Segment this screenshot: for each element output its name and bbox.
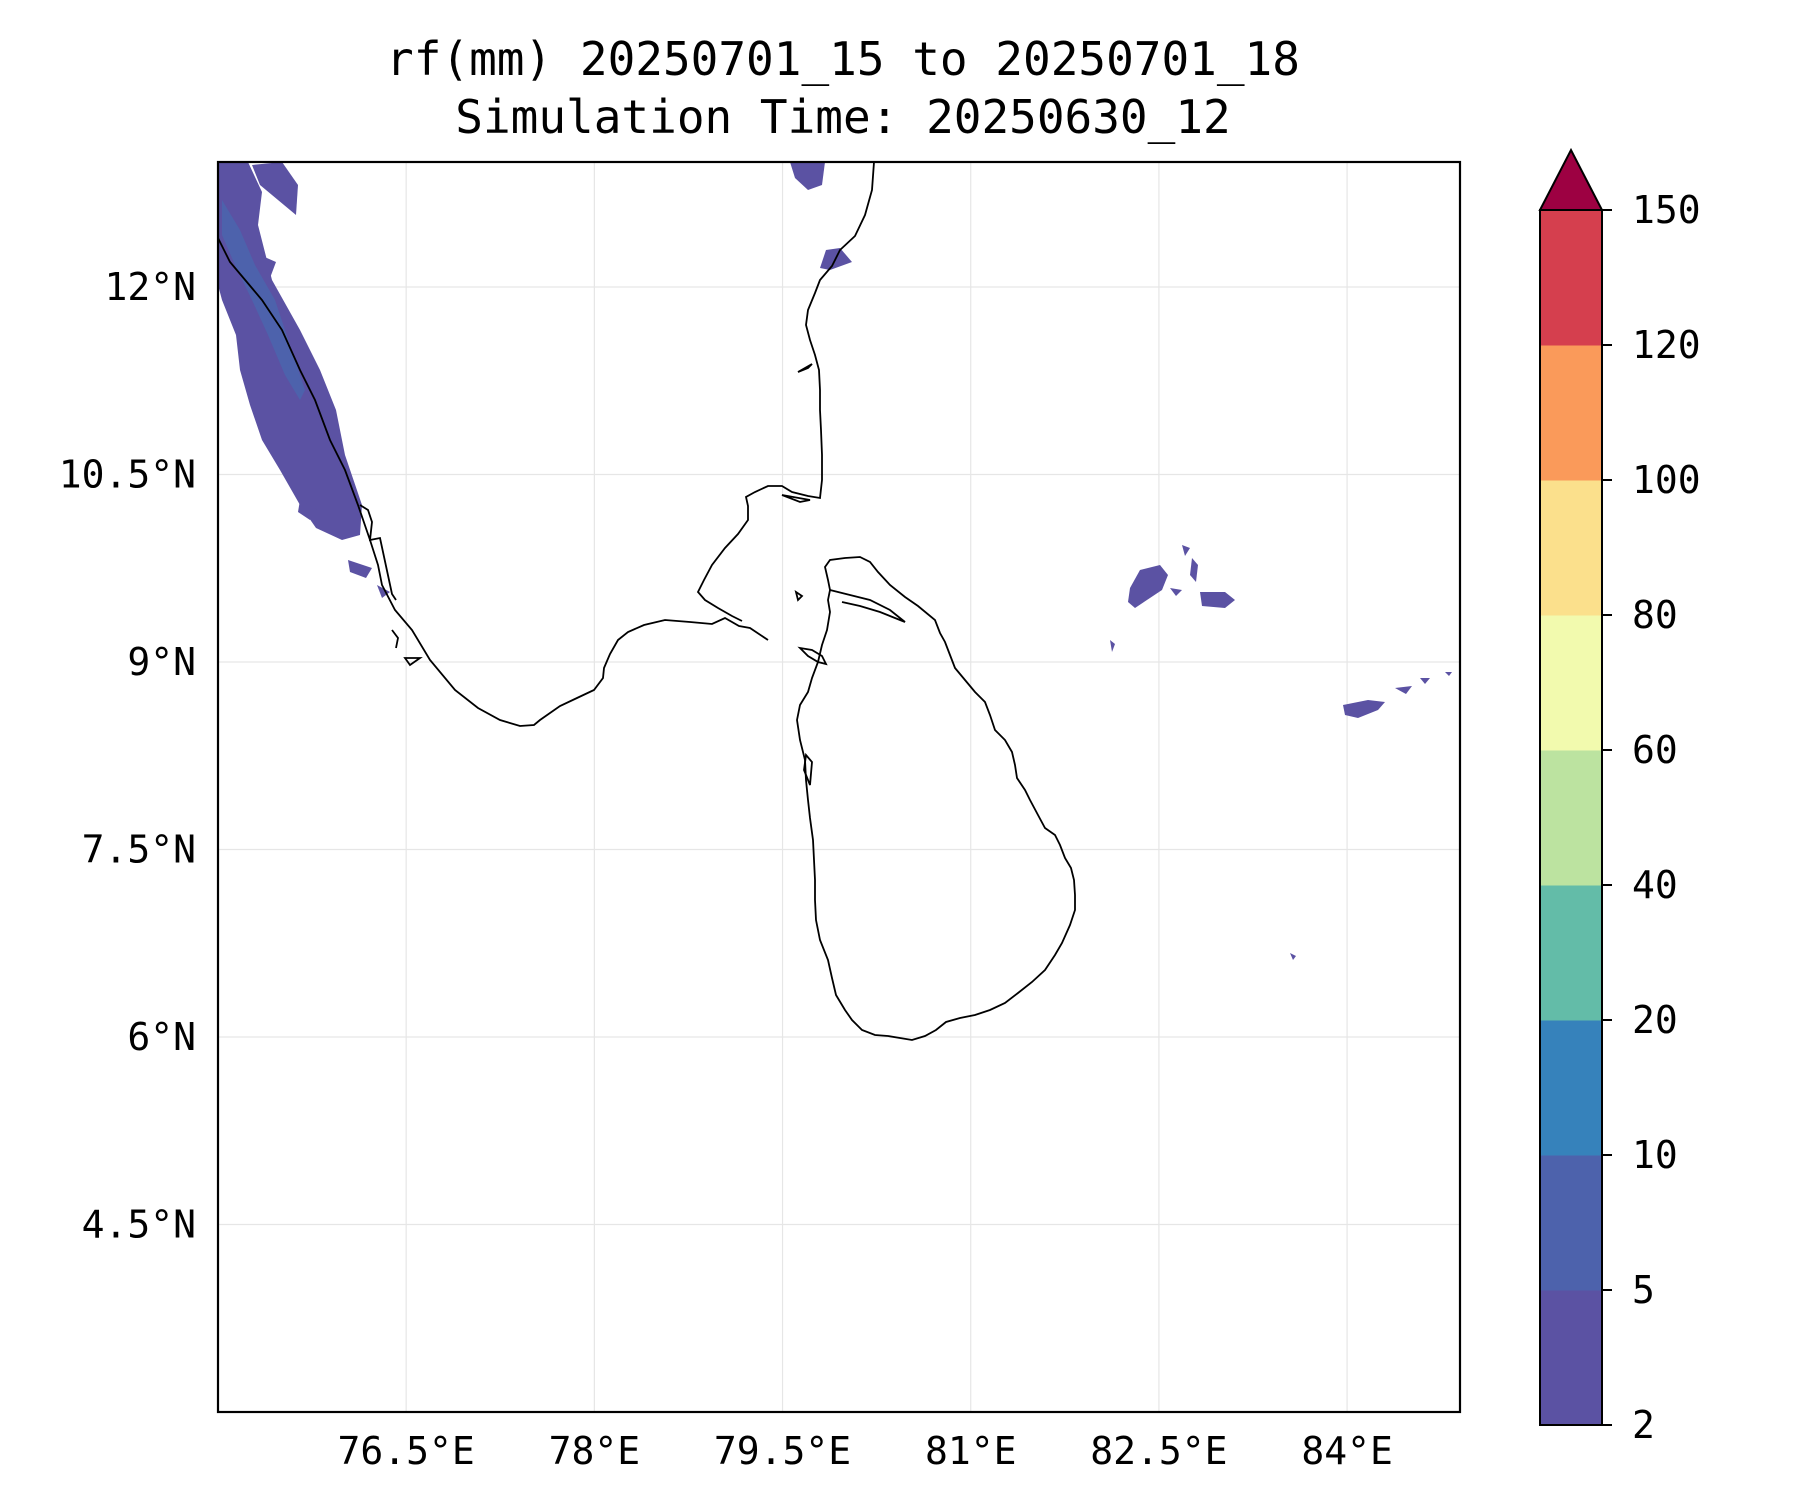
rainfall-layer bbox=[218, 162, 1452, 960]
coastline-india-detail-2 bbox=[781, 494, 811, 503]
coastline-sri-lanka bbox=[796, 556, 1076, 1041]
title-line-1: rf(mm) 20250701_15 to 20250701_18 bbox=[386, 32, 1300, 86]
y-tick-label-3: 7.5°N bbox=[82, 828, 196, 872]
colorbar-bin-7 bbox=[1540, 345, 1602, 481]
colorbar-extend-triangle bbox=[1538, 147, 1604, 211]
coastline-india-detail bbox=[797, 363, 813, 373]
colorbar-bin-8 bbox=[1540, 210, 1602, 346]
colorbar-label-9: 150 bbox=[1632, 188, 1701, 232]
colorbar-label-0: 2 bbox=[1632, 1403, 1655, 1447]
coastlines bbox=[218, 162, 1076, 1041]
rain-patch-3 bbox=[348, 560, 372, 578]
x-tick-label-5: 84°E bbox=[1301, 1429, 1393, 1473]
rain-patch-6 bbox=[790, 162, 825, 190]
coastline-kerala-detail-2 bbox=[403, 657, 423, 667]
colorbar-label-6: 80 bbox=[1632, 593, 1678, 637]
rain-patch-12 bbox=[1200, 592, 1235, 608]
colorbar-bin-1 bbox=[1540, 1155, 1602, 1291]
colorbar-bin-5 bbox=[1540, 615, 1602, 751]
x-tick-label-4: 82.5°E bbox=[1090, 1429, 1227, 1473]
x-tick-label-2: 79.5°E bbox=[714, 1429, 851, 1473]
colorbar-bin-6 bbox=[1540, 480, 1602, 616]
x-tick-label-1: 78°E bbox=[549, 1429, 641, 1473]
colorbar-label-2: 10 bbox=[1632, 1133, 1678, 1177]
rain-patch-10 bbox=[1190, 558, 1198, 582]
rain-patch-15 bbox=[1395, 686, 1412, 694]
colorbar-bin-3 bbox=[1540, 885, 1602, 1021]
colorbar-label-5: 60 bbox=[1632, 728, 1678, 772]
colorbar-label-8: 120 bbox=[1632, 323, 1701, 367]
colorbar: 2 5 10 20 40 60 80 100 120 150 bbox=[1538, 147, 1701, 1447]
rain-patch-18 bbox=[1290, 953, 1296, 960]
x-tick-label-0: 76.5°E bbox=[338, 1429, 475, 1473]
rain-patch-11 bbox=[1170, 588, 1182, 596]
coastline-jaffna-lagoon bbox=[829, 589, 906, 623]
coastline-kerala-detail-3 bbox=[391, 629, 399, 649]
y-axis-ticks: 12°N 10.5°N 9°N 7.5°N 6°N 4.5°N bbox=[59, 265, 196, 1247]
rain-patch-16 bbox=[1420, 678, 1430, 684]
map-frame bbox=[216, 160, 1462, 1414]
y-tick-label-5: 4.5°N bbox=[82, 1203, 196, 1247]
rain-patch-2 bbox=[258, 255, 276, 278]
title-line-2: Simulation Time: 20250630_12 bbox=[455, 90, 1231, 144]
rain-patch-1 bbox=[252, 162, 298, 215]
rain-patch-14 bbox=[1343, 700, 1385, 718]
colorbar-label-7: 100 bbox=[1632, 458, 1701, 502]
coastline-islet bbox=[794, 589, 804, 602]
rain-patch-9 bbox=[1182, 545, 1190, 556]
y-tick-label-0: 12°N bbox=[104, 265, 196, 309]
rain-patch-8 bbox=[1128, 565, 1168, 608]
colorbar-bin-0 bbox=[1540, 1290, 1602, 1426]
rain-patch-13 bbox=[1110, 640, 1115, 652]
coastline-kerala-detail bbox=[359, 504, 397, 601]
coastline-kalpitiya bbox=[803, 752, 813, 786]
y-tick-label-4: 6°N bbox=[127, 1015, 196, 1059]
x-tick-label-3: 81°E bbox=[925, 1429, 1017, 1473]
colorbar-bin-2 bbox=[1540, 1020, 1602, 1156]
gridlines bbox=[218, 162, 1460, 1412]
rain-patch-5 bbox=[377, 585, 390, 598]
colorbar-bin-4 bbox=[1540, 750, 1602, 886]
rain-area-kerala-inner bbox=[222, 200, 305, 400]
colorbar-outline bbox=[1539, 209, 1603, 1426]
rain-patch-17 bbox=[1445, 672, 1452, 676]
map-title: rf(mm) 20250701_15 to 20250701_18 Simula… bbox=[218, 30, 1468, 146]
rain-patch-4 bbox=[298, 500, 318, 520]
coastline-mannar-island bbox=[797, 646, 828, 666]
colorbar-label-1: 5 bbox=[1632, 1268, 1655, 1312]
colorbar-label-3: 20 bbox=[1632, 998, 1678, 1042]
colorbar-label-4: 40 bbox=[1632, 863, 1678, 907]
y-tick-label-2: 9°N bbox=[127, 640, 196, 684]
coastline-india bbox=[218, 162, 875, 727]
x-axis-ticks: 76.5°E 78°E 79.5°E 81°E 82.5°E 84°E bbox=[338, 1429, 1393, 1473]
y-tick-label-1: 10.5°N bbox=[59, 453, 196, 497]
